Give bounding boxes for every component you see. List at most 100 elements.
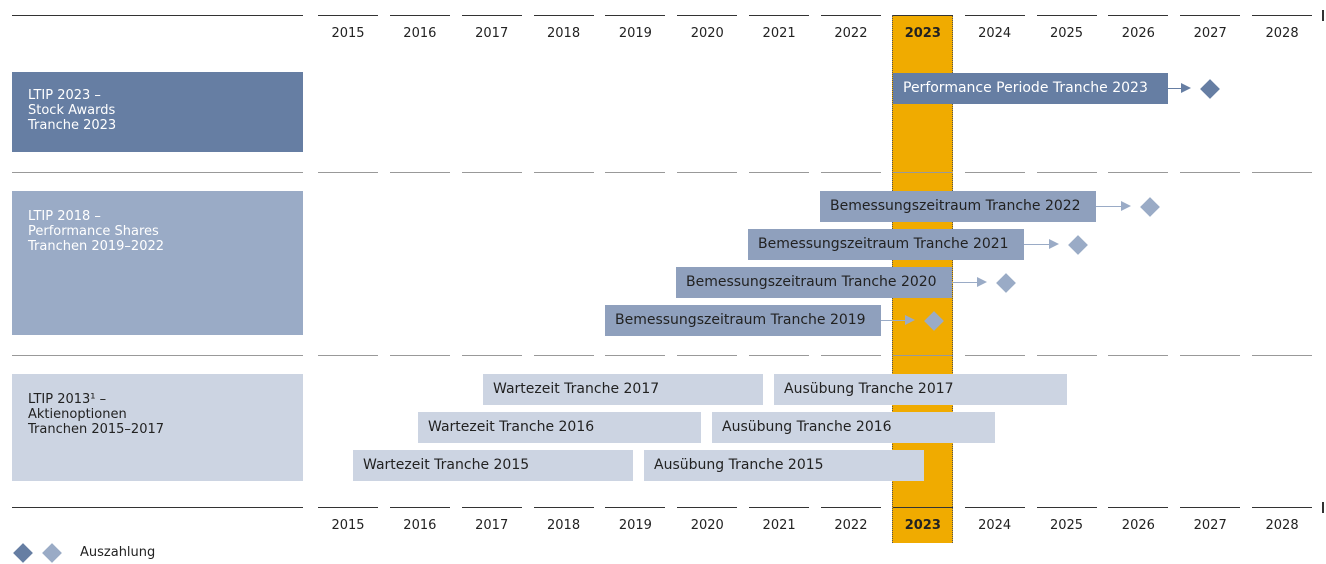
separator bbox=[1036, 15, 1097, 16]
separator bbox=[389, 172, 450, 173]
edge-tick bbox=[1322, 502, 1324, 513]
year-label: 2015 bbox=[331, 26, 365, 41]
connector bbox=[1168, 88, 1184, 89]
edge-tick bbox=[1322, 10, 1324, 21]
separator bbox=[820, 355, 881, 356]
separator bbox=[1180, 355, 1241, 356]
separator bbox=[389, 15, 450, 16]
bar: Performance Periode Tranche 2023 bbox=[893, 73, 1168, 104]
separator bbox=[820, 172, 881, 173]
year-label: 2028 bbox=[1265, 26, 1299, 41]
separator bbox=[1108, 507, 1169, 508]
year-label: 2028 bbox=[1265, 518, 1299, 533]
separator bbox=[964, 15, 1025, 16]
payout-diamond bbox=[1200, 79, 1220, 99]
group-label-line: Aktienoptionen bbox=[28, 407, 127, 422]
separator bbox=[389, 355, 450, 356]
separator bbox=[677, 355, 738, 356]
bar: Wartezeit Tranche 2016 bbox=[418, 412, 701, 443]
separator bbox=[533, 15, 594, 16]
year-label: 2017 bbox=[475, 26, 509, 41]
separator bbox=[749, 15, 810, 16]
separator bbox=[12, 15, 303, 16]
year-label: 2019 bbox=[618, 518, 652, 533]
legend-diamond bbox=[42, 543, 62, 563]
separator bbox=[461, 507, 522, 508]
separator bbox=[892, 355, 953, 356]
separator bbox=[1108, 355, 1169, 356]
year-label: 2024 bbox=[978, 518, 1012, 533]
year-label: 2025 bbox=[1049, 518, 1084, 533]
separator bbox=[1252, 172, 1313, 173]
separator bbox=[1252, 507, 1313, 508]
separator bbox=[461, 172, 522, 173]
separator bbox=[1108, 15, 1169, 16]
separator bbox=[389, 507, 450, 508]
year-label: 2027 bbox=[1193, 26, 1227, 41]
year-label: 2020 bbox=[690, 26, 724, 41]
year-label: 2018 bbox=[547, 518, 581, 533]
year-label: 2026 bbox=[1121, 26, 1155, 41]
group-label-line: Tranchen 2015–2017 bbox=[28, 422, 165, 437]
arrowhead bbox=[1049, 239, 1059, 249]
separator bbox=[605, 507, 666, 508]
year-label: 2016 bbox=[403, 518, 437, 533]
separator bbox=[1252, 355, 1313, 356]
separator bbox=[12, 172, 303, 173]
separator bbox=[461, 15, 522, 16]
separator bbox=[318, 507, 378, 508]
separator bbox=[12, 355, 303, 356]
separator bbox=[892, 15, 953, 16]
separator bbox=[749, 507, 810, 508]
arrowhead bbox=[1121, 201, 1131, 211]
payout-diamond bbox=[996, 273, 1016, 293]
separator bbox=[318, 15, 378, 16]
separator bbox=[677, 507, 738, 508]
group-label-line: Tranche 2023 bbox=[28, 118, 117, 133]
separator bbox=[964, 355, 1025, 356]
separator bbox=[605, 355, 666, 356]
arrowhead bbox=[1181, 83, 1191, 93]
group-label-line: LTIP 2013¹ – bbox=[28, 392, 107, 407]
connector bbox=[881, 320, 908, 321]
group-label-line: LTIP 2023 – bbox=[28, 88, 101, 103]
group-label-line: LTIP 2018 – bbox=[28, 209, 101, 224]
year-label: 2017 bbox=[475, 518, 509, 533]
separator bbox=[1180, 172, 1241, 173]
separator bbox=[461, 355, 522, 356]
separator bbox=[1180, 507, 1241, 508]
year-label: 2015 bbox=[331, 518, 365, 533]
separator bbox=[964, 172, 1025, 173]
year-label: 2026 bbox=[1121, 518, 1155, 533]
bar: Bemessungszeitraum Tranche 2020 bbox=[676, 267, 952, 298]
separator bbox=[605, 172, 666, 173]
year-label: 2023 bbox=[904, 518, 941, 533]
group-label-line: Performance Shares bbox=[28, 224, 159, 239]
year-label: 2027 bbox=[1193, 518, 1227, 533]
separator bbox=[318, 172, 378, 173]
separator bbox=[892, 172, 953, 173]
separator bbox=[533, 172, 594, 173]
separator bbox=[605, 15, 666, 16]
separator bbox=[1036, 172, 1097, 173]
separator bbox=[820, 15, 881, 16]
bar: Ausübung Tranche 2016 bbox=[712, 412, 995, 443]
year-label: 2021 bbox=[762, 26, 796, 41]
bar: Ausübung Tranche 2015 bbox=[644, 450, 924, 481]
group-label-line: Stock Awards bbox=[28, 103, 116, 118]
connector bbox=[1096, 206, 1124, 207]
legend-label: Auszahlung bbox=[80, 545, 156, 560]
year-label: 2022 bbox=[834, 26, 868, 41]
separator bbox=[1108, 172, 1169, 173]
separator bbox=[677, 15, 738, 16]
bar: Wartezeit Tranche 2017 bbox=[483, 374, 763, 405]
year-label: 2024 bbox=[978, 26, 1012, 41]
separator bbox=[533, 355, 594, 356]
separator bbox=[12, 507, 303, 508]
group-label-line: Tranchen 2019–2022 bbox=[28, 239, 165, 254]
year-label: 2019 bbox=[618, 26, 652, 41]
separator bbox=[533, 507, 594, 508]
group-label: LTIP 2023 – Stock Awards Tranche 2023 bbox=[12, 72, 303, 152]
separator bbox=[1036, 507, 1097, 508]
bar: Bemessungszeitraum Tranche 2021 bbox=[748, 229, 1024, 260]
